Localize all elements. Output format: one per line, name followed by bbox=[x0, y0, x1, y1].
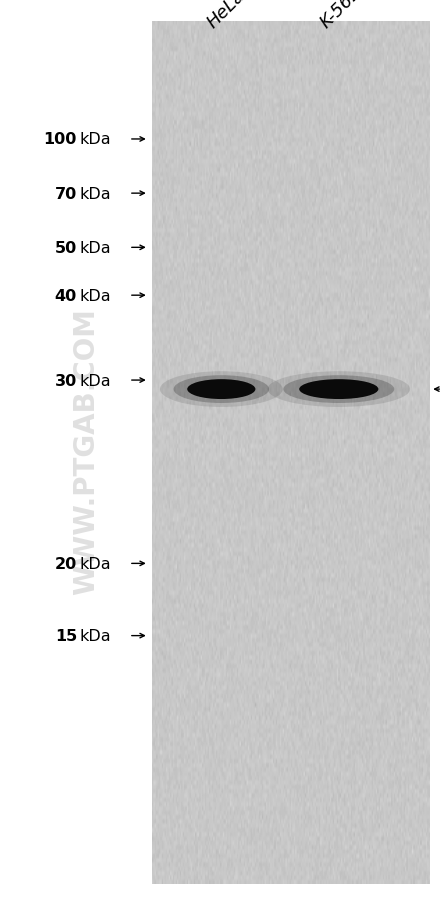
Ellipse shape bbox=[268, 372, 410, 408]
Text: kDa: kDa bbox=[79, 241, 111, 255]
Bar bbox=[152, 23, 429, 884]
Text: 40: 40 bbox=[55, 289, 77, 303]
Ellipse shape bbox=[173, 376, 269, 403]
Text: kDa: kDa bbox=[79, 373, 111, 388]
Ellipse shape bbox=[187, 380, 255, 400]
Ellipse shape bbox=[283, 376, 394, 403]
Text: 15: 15 bbox=[55, 629, 77, 643]
Ellipse shape bbox=[299, 380, 378, 400]
Text: 30: 30 bbox=[55, 373, 77, 388]
Text: kDa: kDa bbox=[79, 557, 111, 571]
Text: kDa: kDa bbox=[79, 629, 111, 643]
Text: 100: 100 bbox=[44, 133, 77, 147]
Ellipse shape bbox=[160, 372, 283, 408]
Text: K-562: K-562 bbox=[317, 0, 365, 32]
Text: 20: 20 bbox=[55, 557, 77, 571]
Text: HeLa: HeLa bbox=[204, 0, 249, 32]
Text: 70: 70 bbox=[55, 187, 77, 201]
Text: kDa: kDa bbox=[79, 133, 111, 147]
Text: WWW.PTGAB.COM: WWW.PTGAB.COM bbox=[72, 308, 100, 594]
Text: kDa: kDa bbox=[79, 187, 111, 201]
Text: kDa: kDa bbox=[79, 289, 111, 303]
Text: 50: 50 bbox=[55, 241, 77, 255]
